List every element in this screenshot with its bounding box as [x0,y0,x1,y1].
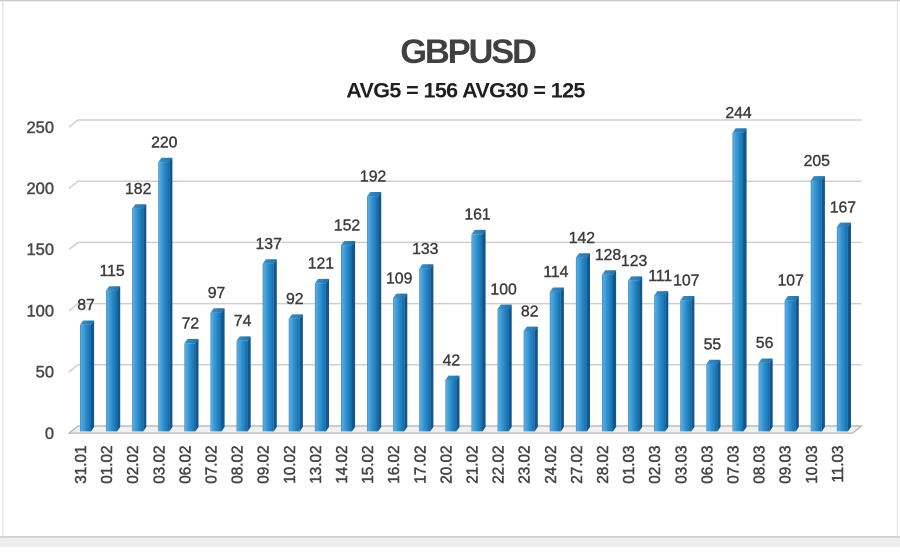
svg-text:56: 56 [756,335,774,352]
svg-text:82: 82 [521,303,539,320]
svg-text:167: 167 [830,199,856,216]
svg-text:15.02: 15.02 [360,446,377,484]
svg-text:250: 250 [26,119,54,137]
svg-text:03.02: 03.02 [151,446,168,484]
svg-text:72: 72 [182,316,200,333]
svg-text:28.02: 28.02 [595,446,612,484]
svg-text:182: 182 [125,181,151,198]
svg-text:220: 220 [151,134,178,151]
svg-text:02.03: 02.03 [647,446,664,484]
svg-text:0: 0 [45,425,54,443]
svg-text:111: 111 [648,268,672,285]
svg-text:42: 42 [443,352,461,369]
svg-text:142: 142 [569,230,595,247]
svg-text:92: 92 [286,291,304,308]
svg-text:161: 161 [464,207,491,224]
svg-text:50: 50 [36,364,54,382]
svg-text:11.03: 11.03 [830,446,847,483]
svg-text:137: 137 [256,236,282,253]
svg-text:109: 109 [386,270,413,287]
svg-text:06.02: 06.02 [177,446,194,484]
svg-text:03.03: 03.03 [673,446,690,484]
svg-text:22.02: 22.02 [491,445,508,483]
svg-text:55: 55 [704,336,722,353]
svg-text:21.02: 21.02 [465,446,482,484]
svg-text:10.02: 10.02 [282,446,299,484]
svg-text:10.03: 10.03 [804,446,821,484]
svg-text:09.02: 09.02 [256,446,273,484]
svg-text:08.02: 08.02 [230,446,247,484]
svg-text:87: 87 [77,297,95,314]
svg-text:100: 100 [490,281,517,298]
svg-text:14.02: 14.02 [334,446,351,484]
svg-text:150: 150 [26,241,54,259]
svg-text:152: 152 [334,218,360,235]
svg-text:244: 244 [725,105,752,122]
svg-text:23.02: 23.02 [517,446,534,484]
svg-text:AVG5 = 156 AVG30 = 125: AVG5 = 156 AVG30 = 125 [346,79,585,103]
svg-text:09.03: 09.03 [778,446,795,484]
svg-text:20.02: 20.02 [438,446,455,484]
svg-text:17.02: 17.02 [412,446,429,484]
svg-text:16.02: 16.02 [386,446,403,484]
svg-text:121: 121 [308,256,335,273]
svg-text:107: 107 [673,273,699,290]
svg-text:133: 133 [412,241,439,258]
svg-text:06.03: 06.03 [699,446,716,484]
svg-text:200: 200 [26,180,54,198]
svg-text:205: 205 [804,153,831,170]
svg-text:13.02: 13.02 [308,446,325,484]
svg-text:08.03: 08.03 [752,446,769,484]
svg-text:192: 192 [360,169,386,186]
svg-text:07.03: 07.03 [726,446,743,484]
svg-text:01.02: 01.02 [99,446,116,484]
svg-text:123: 123 [621,253,648,270]
svg-text:02.02: 02.02 [125,446,142,484]
svg-text:115: 115 [100,263,125,280]
svg-text:24.02: 24.02 [543,446,560,484]
svg-text:114: 114 [543,264,568,281]
svg-text:100: 100 [26,302,54,320]
svg-text:01.03: 01.03 [621,446,638,484]
svg-text:74: 74 [234,313,252,330]
svg-text:107: 107 [778,273,804,290]
svg-text:GBPUSD: GBPUSD [400,33,536,71]
svg-text:27.02: 27.02 [569,446,586,484]
svg-text:97: 97 [208,285,226,302]
svg-text:07.02: 07.02 [204,446,221,484]
svg-text:31.01: 31.01 [73,446,90,484]
svg-text:128: 128 [595,247,622,264]
